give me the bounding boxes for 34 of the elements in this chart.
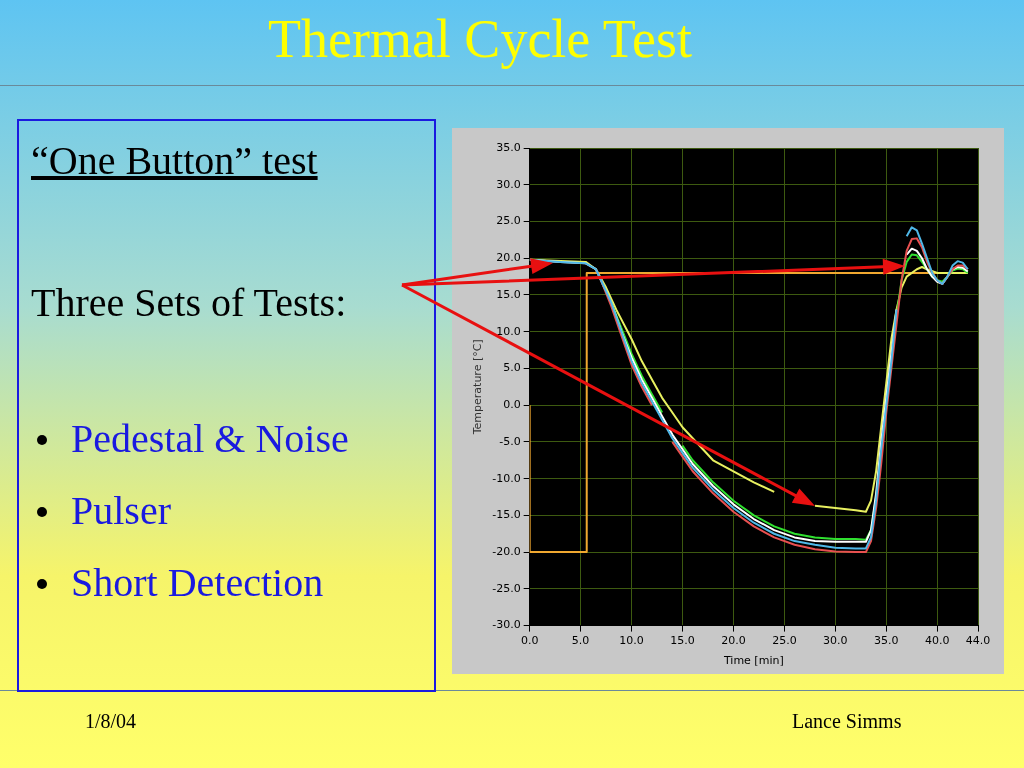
y-tick-label: 15.0 [496,287,521,301]
y-tick-label: 10.0 [496,324,521,338]
y-tick-label: 5.0 [503,361,521,375]
y-tick-label: -10.0 [492,471,521,485]
x-tick-label: 20.0 [721,634,746,648]
x-tick-label: 35.0 [874,634,899,648]
y-tick-label: -25.0 [492,581,521,595]
y-tick-label: 25.0 [496,214,521,228]
x-tick-label: 5.0 [571,634,590,648]
text: “One Button” test [31,138,318,183]
x-axis-title: Time [min] [722,654,784,668]
y-tick-label: 30.0 [496,177,521,191]
x-tick-label: 10.0 [619,634,644,648]
y-tick-label: -5.0 [499,434,521,448]
y-tick-label: -15.0 [492,508,521,522]
x-tick-label: 40.0 [924,634,950,648]
y-axis-title: Temperature [°C] [471,339,485,436]
x-tick-label: 0.0 [520,634,539,648]
y-tick-label: 20.0 [496,251,521,265]
text: 1/8/04 [85,710,137,733]
text: Pedestal & Noise [71,416,349,461]
y-tick-label: 35.0 [496,140,521,154]
y-tick-label: 0.0 [503,398,521,412]
text: Lance Simms [792,710,902,733]
y-tick-label: -20.0 [492,544,521,558]
y-tick-label: -30.0 [492,618,521,632]
text: Three Sets of Tests: [31,280,347,325]
x-tick-label: 15.0 [670,634,695,648]
text: Short Detection [71,560,324,605]
x-tick-label: 30.0 [823,634,848,648]
chart-title: Thermal Cycle Test [266,9,694,69]
text: Pulser [71,488,171,533]
x-tick-label: 25.0 [772,634,797,648]
x-tick-label: 44.0 [965,634,991,648]
